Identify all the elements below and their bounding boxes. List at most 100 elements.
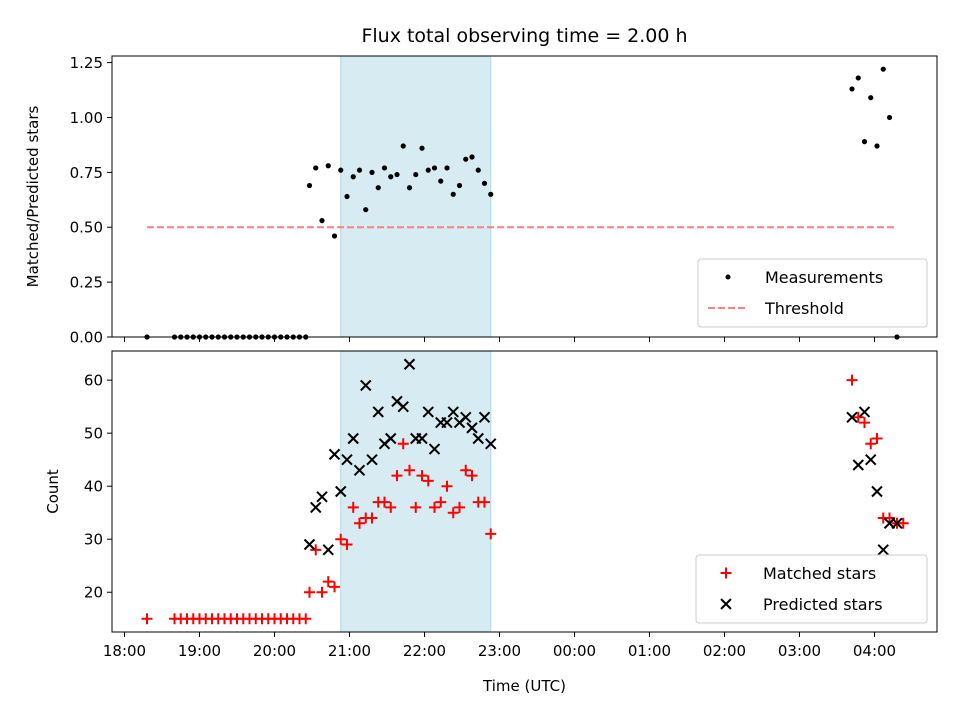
matched-stars-series (141, 374, 909, 625)
predicted-stars-point (428, 443, 441, 455)
matched-stars-point (454, 501, 465, 513)
top-panel: 0.00 0.25 0.50 0.75 1.00 1.25 Flux total obse… (24, 25, 938, 347)
measurement-point (306, 182, 313, 189)
matched-stars-point (300, 613, 312, 625)
x-axis-label: Time (UTC) (482, 677, 566, 695)
predicted-stars-series (303, 358, 903, 556)
matched-stars-point (485, 528, 497, 540)
predicted-stars-point (366, 453, 378, 466)
top-ytick-label: 0.50 (70, 219, 103, 237)
bottom-ytick-label: 60 (84, 372, 103, 390)
xtick-label: 19:00 (178, 642, 221, 660)
xtick-label: 03:00 (778, 642, 821, 660)
predicted-stars-point (478, 411, 491, 423)
measurement-point (456, 182, 463, 189)
xtick-label: 02:00 (703, 642, 746, 660)
legend-marker-matched (720, 567, 732, 579)
measurement-point (369, 169, 375, 175)
xtick-label: 23:00 (478, 642, 521, 660)
top-ytick-label: 1.00 (70, 109, 103, 127)
measurement-point (868, 95, 874, 101)
measurement-point (394, 171, 400, 178)
top-ytick-label: 0.75 (70, 164, 103, 182)
matched-stars-point (341, 539, 353, 551)
bottom-panel: 20 30 40 50 60 18:00 19:00 20:00 21:00 22:00 23:0… (44, 350, 938, 695)
chart-title: Flux total observing time = 2.00 h (361, 25, 687, 47)
predicted-stars-point (385, 432, 397, 445)
legend-marker-predicted (720, 598, 732, 610)
matched-stars-point (310, 544, 322, 556)
predicted-stars-point (347, 432, 359, 445)
legend-label-predicted: Predicted stars (763, 595, 883, 614)
matched-stars-point (347, 501, 359, 513)
matched-stars-point (335, 533, 347, 545)
matched-stars-point (404, 464, 415, 476)
matched-stars-point (441, 480, 453, 492)
measurement-point (338, 167, 344, 173)
measurement-point (849, 86, 855, 92)
measurement-point (488, 191, 494, 197)
bottom-y-axis-label: Count (44, 469, 62, 514)
predicted-stars-point (460, 411, 472, 423)
predicted-stars-point (871, 485, 883, 498)
bottom-observing-span (340, 350, 492, 633)
predicted-stars-point (322, 544, 334, 556)
legend-marker-measurements (725, 274, 731, 280)
matched-stars-point (859, 417, 870, 429)
predicted-stars-point (328, 448, 341, 461)
matched-stars-point (479, 496, 490, 508)
measurement-point (381, 165, 388, 171)
matched-stars-point (897, 517, 909, 529)
measurement-point (350, 174, 356, 180)
measurement-point (469, 154, 475, 160)
bottom-legend-box (695, 554, 928, 624)
predicted-stars-point (416, 432, 428, 445)
predicted-stars-point (335, 485, 347, 498)
matched-stars-point (304, 586, 315, 598)
predicted-stars-point (865, 453, 877, 466)
predicted-stars-point (852, 459, 864, 471)
matched-stars-point (460, 464, 472, 476)
xtick-label: 04:00 (853, 642, 896, 660)
predicted-stars-point (360, 379, 372, 392)
measurement-point (425, 167, 431, 173)
bottom-y-axis: 20 30 40 50 60 (84, 372, 112, 602)
matched-stars-point (410, 501, 422, 513)
predicted-stars-point (485, 438, 497, 450)
matched-stars-point (354, 517, 365, 529)
predicted-stars-point (316, 491, 328, 503)
measurement-point (450, 191, 456, 197)
measurement-point (438, 178, 444, 184)
xtick-label: 22:00 (403, 642, 446, 660)
predicted-stars-point (466, 422, 478, 434)
matched-stars-point (141, 613, 153, 625)
top-y-axis-label: Matched/Predicted stars (24, 106, 42, 288)
predicted-stars-point (303, 538, 316, 551)
xtick-label: 00:00 (553, 642, 596, 660)
predicted-stars-point (353, 464, 366, 476)
legend-label-matched: Matched stars (763, 564, 876, 583)
measurement-point (331, 233, 338, 239)
measurement-point (431, 165, 438, 171)
measurement-point (325, 163, 331, 169)
predicted-stars-point (341, 453, 353, 466)
top-ytick-label: 0.25 (70, 274, 103, 292)
measurement-point (886, 114, 893, 121)
matched-stars-point (884, 512, 895, 524)
predicted-stars-point (422, 406, 434, 418)
measurement-point (475, 167, 481, 173)
measurement-point (413, 171, 419, 178)
predicted-stars-point (877, 544, 889, 556)
predicted-stars-point (441, 416, 453, 429)
predicted-stars-point (397, 400, 409, 413)
predicted-stars-point (310, 501, 322, 514)
predicted-stars-point (403, 358, 416, 370)
measurement-point (419, 145, 425, 151)
matched-stars-point (466, 470, 478, 482)
legend-label-measurements: Measurements (765, 268, 883, 287)
matched-stars-point (429, 501, 440, 513)
top-observing-span (340, 55, 492, 338)
matched-stars-point (397, 438, 409, 450)
measurement-point (400, 143, 406, 149)
